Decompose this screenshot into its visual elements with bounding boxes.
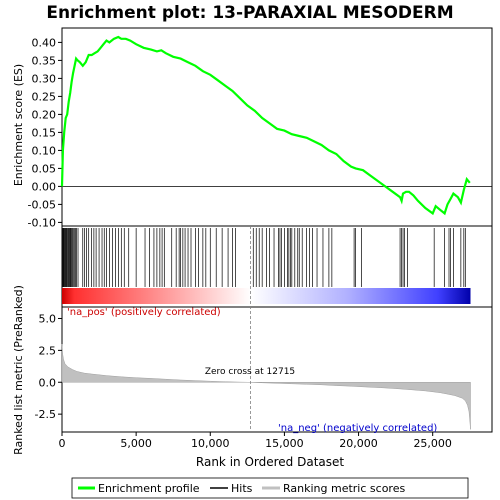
hits-panel: [61, 225, 493, 308]
x-tick-label: 25,000: [413, 437, 452, 450]
es-y-tick-label: 0.05: [32, 162, 57, 175]
x-tick-label: 5,000: [120, 437, 152, 450]
legend: Enrichment profile Hits Ranking metric s…: [71, 477, 469, 499]
metric-y-tick-label: 2.5: [39, 344, 57, 357]
metric-y-tick-label: -2.5: [35, 408, 56, 421]
x-tick-label: 10,000: [191, 437, 230, 450]
x-tick-label: 0: [59, 437, 66, 450]
metric-frame: [61, 306, 493, 433]
es-y-tick-label: 0.25: [32, 90, 57, 103]
metric-y-tick-label: 0.0: [39, 376, 57, 389]
es-y-tick-label: 0.15: [32, 126, 57, 139]
es-y-tick-label: 0.30: [32, 72, 57, 85]
ranked-metric-panel: -2.5 0.0 2.5 5.0 0 5,000 10,000 15,000 20,000 25,…: [35, 226, 493, 450]
enrichment-panel: -0.10 -0.05 0.00 0.05 0.10 0.15 0.20 0.25 0.30 0.…: [28, 27, 493, 229]
es-plot-frame: [61, 27, 493, 227]
metric-y-tick-label: 5.0: [39, 312, 57, 325]
pos-correlated-label: 'na_pos' (positively correlated): [67, 307, 221, 318]
es-y-tick-label: -0.05: [28, 198, 56, 211]
legend-es-label: Enrichment profile: [98, 482, 200, 495]
es-y-tick-label: 0.35: [32, 54, 57, 67]
rank-color-bar: [62, 288, 471, 304]
zero-cross-label: Zero cross at 12715: [205, 367, 295, 377]
neg-correlated-label: 'na_neg' (negatively correlated): [278, 423, 437, 434]
x-axis-label: Rank in Ordered Dataset: [196, 455, 344, 469]
es-axis-label: Enrichment score (ES): [12, 64, 25, 186]
legend-metric-label: Ranking metric scores: [283, 482, 405, 495]
chart-title: Enrichment plot: 13-PARAXIAL MESODERM: [46, 3, 453, 23]
es-y-tick-label: 0.00: [32, 180, 57, 193]
enrichment-profile-line: [60, 35, 471, 216]
metric-axis-label: Ranked list metric (PreRanked): [12, 285, 25, 455]
es-y-tick-label: 0.10: [32, 144, 57, 157]
es-y-tick-label: 0.40: [32, 36, 57, 49]
legend-hits-label: Hits: [231, 482, 253, 495]
x-tick-label: 20,000: [339, 437, 378, 450]
x-tick-label: 15,000: [265, 437, 304, 450]
es-y-tick-label: 0.20: [32, 108, 57, 121]
ranking-metric-area: [61, 343, 471, 430]
es-y-tick-label: -0.10: [28, 216, 56, 229]
